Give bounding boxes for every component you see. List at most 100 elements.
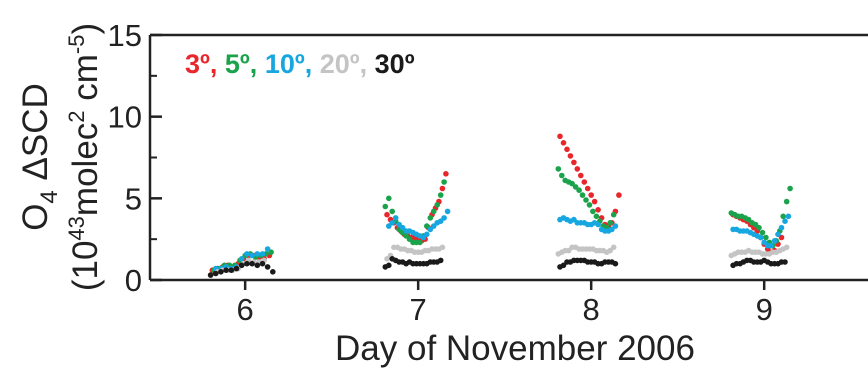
data-point [569,180,575,187]
y-tick-label: 15 [108,18,142,53]
data-point [386,195,392,202]
series-30º [207,255,788,278]
data-point [424,223,430,229]
data-point [430,223,437,229]
data-point [424,231,430,238]
data-point [759,229,766,236]
data-point [756,224,762,231]
data-point [785,213,792,220]
data-point [595,207,601,213]
data-point [264,246,271,252]
data-point [244,251,250,257]
data-point [591,198,598,205]
data-point [610,244,617,251]
data-point [441,215,447,221]
data-point [430,208,437,215]
legend-separator: , [360,49,375,79]
data-point [590,208,596,215]
data-point [427,215,434,221]
data-point [607,220,613,226]
data-point [612,260,619,267]
data-point [782,218,788,224]
y-axis-title-line2: (1043molec2 cm-5) [64,23,105,291]
data-point [579,192,586,198]
data-point [612,223,619,229]
legend-entry: 20º [320,49,360,79]
data-point [583,197,589,203]
data-point [259,251,266,257]
data-point [609,226,615,233]
data-point [441,179,447,185]
data-point [443,171,449,177]
data-point [771,238,778,244]
data-point [610,211,617,218]
y-tick-label: 10 [108,100,142,135]
legend-entry: 5º [225,49,250,79]
data-point [218,269,224,275]
data-point [244,260,250,267]
data-point [564,146,570,153]
data-point [259,260,266,267]
y-axis-title-2: (1043molec2 cm-5) [64,23,105,291]
data-point [607,247,613,254]
data-point [223,267,229,274]
data-point [787,185,793,192]
data-point [584,185,591,192]
data-points [207,133,793,278]
data-point [571,159,577,166]
data-point [399,224,406,231]
series-5º [211,166,793,274]
data-point [434,202,441,208]
data-point [757,234,764,241]
series-3º [209,133,785,274]
series-10º [212,208,792,272]
y-axis-title: O4 ΔSCD [16,83,63,231]
data-point [264,264,271,270]
data-point [763,234,769,241]
data-point [593,213,600,220]
data-point [212,270,219,277]
data-point [581,179,588,185]
data-point [228,267,235,274]
data-point [384,255,390,262]
legend-separator: , [210,49,225,79]
data-point [768,242,774,249]
y-tick-label: 0 [125,263,142,298]
data-point [384,211,390,218]
data-point [586,202,593,208]
data-point [616,192,622,198]
data-point [567,153,574,159]
legend-separator: , [250,49,265,79]
y-axis-ticks: 0 5 10 15 [108,18,162,298]
data-point [233,265,240,272]
x-tick-label: 8 [583,292,600,327]
data-point [588,192,594,198]
data-point [782,259,788,265]
legend-separator: , [305,49,320,79]
legend-entry: 3º [185,49,210,79]
legend-entry: 10º [265,49,305,79]
data-point [389,208,396,215]
data-point [389,220,396,226]
data-point [207,272,214,278]
data-point [254,262,261,269]
data-point [574,166,581,172]
data-point [386,262,392,269]
data-point [783,198,790,205]
data-point [238,262,245,269]
data-point [249,260,255,267]
data-point [555,166,562,172]
data-point [780,213,786,220]
data-point [437,257,444,264]
y-axis-title-line1: O4 ΔSCD [16,83,63,231]
data-point [778,224,785,231]
x-tick-label: 9 [756,292,773,327]
data-point [382,203,389,210]
data-point [439,244,446,251]
data-point [270,269,276,275]
legend-entry: 30º [375,49,415,79]
data-point [775,231,781,238]
data-point [437,192,444,198]
legend: 3º, 5º, 10º, 20º, 30º [185,49,415,79]
x-tick-label: 7 [410,292,427,327]
